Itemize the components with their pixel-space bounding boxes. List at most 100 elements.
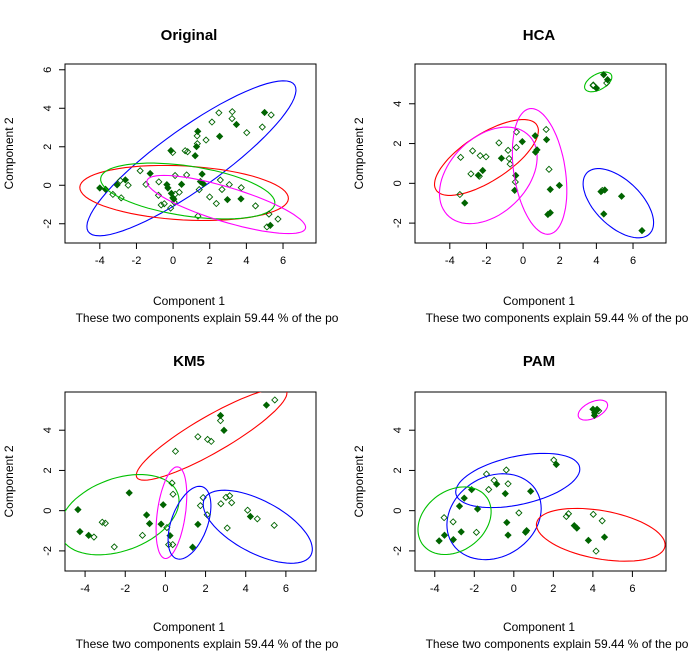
cluster-ellipse (155, 466, 188, 560)
data-point (84, 531, 93, 539)
data-point (146, 169, 154, 178)
data-point (485, 485, 493, 494)
data-point (125, 489, 133, 497)
data-point (600, 210, 608, 218)
x-tick-label: -4 (445, 255, 455, 267)
data-point (212, 199, 220, 208)
data-point (193, 132, 201, 140)
data-point (479, 166, 487, 175)
data-point (228, 499, 236, 507)
data-point (228, 114, 236, 123)
x-tick-label: -4 (430, 583, 440, 595)
data-point (449, 535, 457, 544)
panel-title: KM5 (173, 353, 205, 370)
data-point (555, 181, 563, 190)
data-point (468, 147, 477, 155)
data-point (243, 129, 251, 137)
data-point (194, 212, 202, 220)
y-tick-label: 0 (392, 180, 404, 186)
x-axis-label: Component 1 (153, 294, 225, 308)
y-tick-label: -2 (392, 218, 404, 228)
cluster-ellipse (535, 507, 666, 562)
data-point (142, 511, 151, 519)
data-point (435, 537, 443, 545)
data-point (482, 470, 491, 478)
data-point (216, 176, 224, 184)
x-tick-label: -2 (469, 583, 479, 595)
data-point (504, 531, 512, 539)
panel-4: PAM -4 -2 0 2 4 6 -2 0 2 4 Component 1 Component 2 Th… (352, 353, 689, 651)
data-point (223, 524, 231, 532)
data-point (167, 189, 176, 197)
data-point (208, 118, 216, 126)
y-tick-label: 2 (42, 144, 54, 150)
data-point (110, 543, 118, 551)
data-point (101, 185, 110, 193)
y-tick-label: 2 (42, 467, 54, 473)
y-tick-label: 6 (42, 67, 54, 73)
data-point (260, 108, 269, 117)
y-axis-label: Component 2 (2, 117, 16, 189)
data-point (136, 167, 144, 175)
data-point (223, 196, 232, 204)
variance-explained-note: These two components explain 59.44 % of … (76, 637, 339, 651)
data-point (262, 401, 271, 409)
data-point (203, 435, 212, 444)
data-point (205, 193, 214, 201)
panel-title: Original (161, 27, 218, 44)
data-point (440, 514, 448, 522)
data-point (198, 170, 206, 178)
data-point (456, 153, 465, 161)
data-point (504, 480, 512, 488)
cluster-ellipse (438, 126, 538, 225)
x-tick-label: -4 (80, 583, 90, 595)
data-point (545, 165, 553, 173)
data-point (228, 108, 236, 116)
data-point (145, 519, 154, 528)
variance-explained-note: These two components explain 59.44 % of … (426, 311, 689, 325)
data-point (482, 153, 490, 161)
x-tick-label: 0 (520, 255, 526, 267)
data-point (589, 510, 597, 518)
data-point (113, 181, 121, 189)
data-point (183, 148, 192, 156)
data-point (138, 531, 147, 539)
data-point (101, 519, 109, 527)
data-point (142, 180, 150, 189)
panel-3: KM5 -4 -2 0 2 4 6 -2 0 2 4 Component 1 Component 2 Th… (2, 353, 339, 651)
data-point (501, 489, 509, 498)
x-tick-label: 2 (202, 583, 208, 595)
data-point (497, 154, 506, 162)
data-point (192, 143, 201, 151)
data-point (267, 111, 275, 119)
panel-2: HCA -4 -2 0 2 4 6 -2 0 2 4 Component 1 Component 2 Th… (352, 27, 689, 325)
data-point (215, 132, 224, 141)
data-point (166, 204, 175, 212)
data-point (552, 460, 560, 469)
data-point (475, 172, 483, 180)
data-point (246, 512, 255, 521)
data-point (164, 184, 172, 192)
data-point (504, 146, 512, 155)
variance-explained-note: These two components explain 59.44 % of … (426, 637, 689, 651)
cluster-ellipse (86, 80, 297, 237)
data-point (124, 181, 132, 189)
x-tick-label: 0 (511, 583, 517, 595)
data-point (258, 123, 266, 131)
data-point (584, 536, 593, 545)
data-point (116, 176, 124, 185)
data-point (216, 411, 225, 420)
data-point (222, 493, 230, 501)
data-point (154, 191, 163, 199)
variance-explained-note: These two components explain 59.44 % of … (76, 311, 339, 325)
data-point (265, 210, 273, 218)
data-point (456, 190, 464, 199)
y-tick-label: 4 (42, 105, 54, 111)
data-point (589, 81, 597, 90)
data-point (533, 146, 541, 154)
data-point (159, 501, 167, 509)
data-point (505, 154, 513, 163)
data-point (160, 200, 168, 208)
data-point (597, 188, 605, 196)
cluster-ellipse (65, 474, 180, 556)
